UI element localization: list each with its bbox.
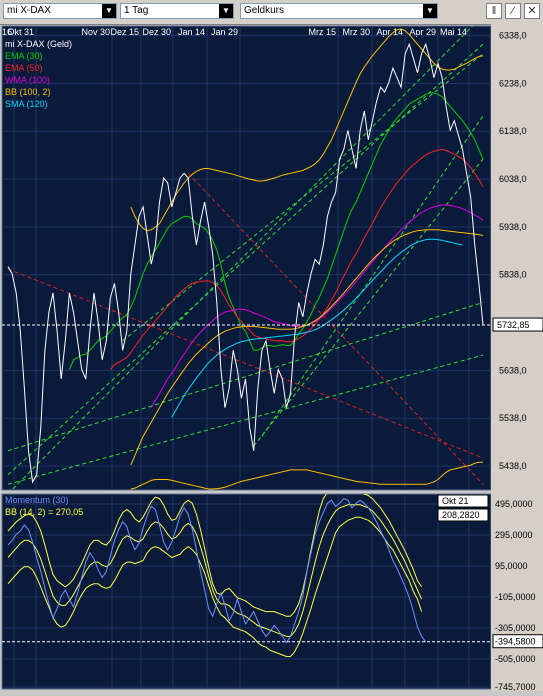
y-tick-label: -745,7000 bbox=[495, 682, 536, 691]
y-tick-label: 95,0000 bbox=[495, 561, 528, 571]
x-tick-label: Mrz 30 bbox=[342, 27, 370, 37]
trend-line bbox=[7, 302, 484, 452]
close-icon[interactable]: ✕ bbox=[524, 3, 540, 19]
momentum-bb-line bbox=[7, 516, 423, 657]
legend-title: mi X-DAX (Geld) bbox=[5, 39, 72, 49]
x-tick-label: Okt 31 bbox=[7, 27, 34, 37]
chevron-down-icon[interactable]: ▼ bbox=[423, 4, 437, 18]
y-axis-bg bbox=[491, 24, 543, 691]
x-tick-label: Apr 14 bbox=[376, 27, 403, 37]
y-tick-label: 6338,0 bbox=[499, 31, 527, 41]
last-value-box bbox=[492, 317, 543, 332]
last-value-label: -394,5800 bbox=[495, 637, 536, 647]
y-tick-label: 5538,0 bbox=[499, 413, 527, 423]
last-value-box bbox=[492, 634, 543, 649]
y-tick-label: 6038,0 bbox=[499, 174, 527, 184]
legend-item: EMA (30) bbox=[5, 51, 43, 61]
indicator-line bbox=[110, 148, 484, 370]
momentum-line bbox=[7, 498, 427, 644]
price-type-select-value: Geldkurs bbox=[244, 5, 285, 16]
price-line bbox=[7, 42, 484, 484]
legend-item: EMA (50) bbox=[5, 63, 43, 73]
x-tick-label: Apr 29 bbox=[409, 27, 436, 37]
x-tick-label: Dez 15 bbox=[110, 27, 139, 37]
date-readout-box bbox=[437, 494, 489, 508]
date-readout: Okt 21 bbox=[442, 496, 469, 506]
indicator-line bbox=[130, 28, 484, 232]
indicator-line bbox=[150, 204, 484, 408]
y-tick-label: -505,0000 bbox=[495, 654, 536, 664]
value-readout: 208,2820 bbox=[442, 510, 480, 520]
x-tick-label: Nov 30 bbox=[81, 27, 110, 37]
x-tick-label: Jan 29 bbox=[211, 27, 238, 37]
legend-title: Momentum (30) bbox=[5, 495, 69, 505]
trend-line bbox=[7, 43, 484, 476]
instrument-select-value: mi X-DAX bbox=[7, 5, 51, 16]
chevron-down-icon[interactable]: ▼ bbox=[102, 4, 116, 18]
trend-line bbox=[261, 115, 484, 437]
y-tick-label: -105,0000 bbox=[495, 592, 536, 602]
x-tick-label: Mrz 15 bbox=[308, 27, 336, 37]
indicator-line bbox=[68, 92, 484, 370]
price-type-select[interactable]: Geldkurs ▼ bbox=[240, 3, 438, 19]
legend-item: BB (100, 2) bbox=[5, 87, 51, 97]
draw-line-icon[interactable]: ⁄ bbox=[505, 3, 521, 19]
indicator-line bbox=[130, 461, 483, 490]
y-tick-label: 6238,0 bbox=[499, 78, 527, 88]
y-tick-label: 5438,0 bbox=[499, 461, 527, 471]
trend-line bbox=[7, 354, 484, 485]
legend-item: WMA (100) bbox=[5, 75, 50, 85]
y-tick-label: -305,0000 bbox=[495, 623, 536, 633]
value-readout-box bbox=[437, 508, 489, 522]
last-value-label: 5732,85 bbox=[497, 320, 530, 330]
x-tick-label: Dez 30 bbox=[142, 27, 171, 37]
instrument-select[interactable]: mi X-DAX ▼ bbox=[3, 3, 117, 19]
x-tick-label: Mai 14 bbox=[440, 27, 467, 37]
momentum-bb-line bbox=[7, 504, 423, 637]
momentum-bb-line bbox=[7, 494, 423, 617]
bar-chart-icon[interactable]: ǁ bbox=[486, 3, 502, 19]
y-tick-label: 5938,0 bbox=[499, 222, 527, 232]
period-select-value: 1 Tag bbox=[124, 5, 149, 16]
y-tick-label: 5638,0 bbox=[499, 365, 527, 375]
trend-line bbox=[7, 268, 484, 459]
y-tick-label: 295,0000 bbox=[495, 530, 533, 540]
trend-line bbox=[187, 172, 484, 485]
y-tick-label: 6138,0 bbox=[499, 126, 527, 136]
trend-line bbox=[11, 26, 474, 490]
legend-item: BB (14, 2) = 270,05 bbox=[5, 507, 83, 517]
chevron-down-icon[interactable]: ▼ bbox=[219, 4, 233, 18]
trend-line bbox=[253, 158, 484, 447]
toolbar: mi X-DAX ▼ 1 Tag ▼ Geldkurs ▼ ǁ ⁄ ✕ bbox=[0, 0, 543, 25]
y-tick-label: 5838,0 bbox=[499, 270, 527, 280]
y-tick-label: 495,0000 bbox=[495, 499, 533, 509]
x-tick-label: Okt 16 bbox=[0, 27, 12, 37]
indicator-line bbox=[130, 229, 484, 466]
legend-item: SMA (120) bbox=[5, 99, 48, 109]
period-select[interactable]: 1 Tag ▼ bbox=[120, 3, 234, 19]
x-tick-label: Jan 14 bbox=[178, 27, 205, 37]
